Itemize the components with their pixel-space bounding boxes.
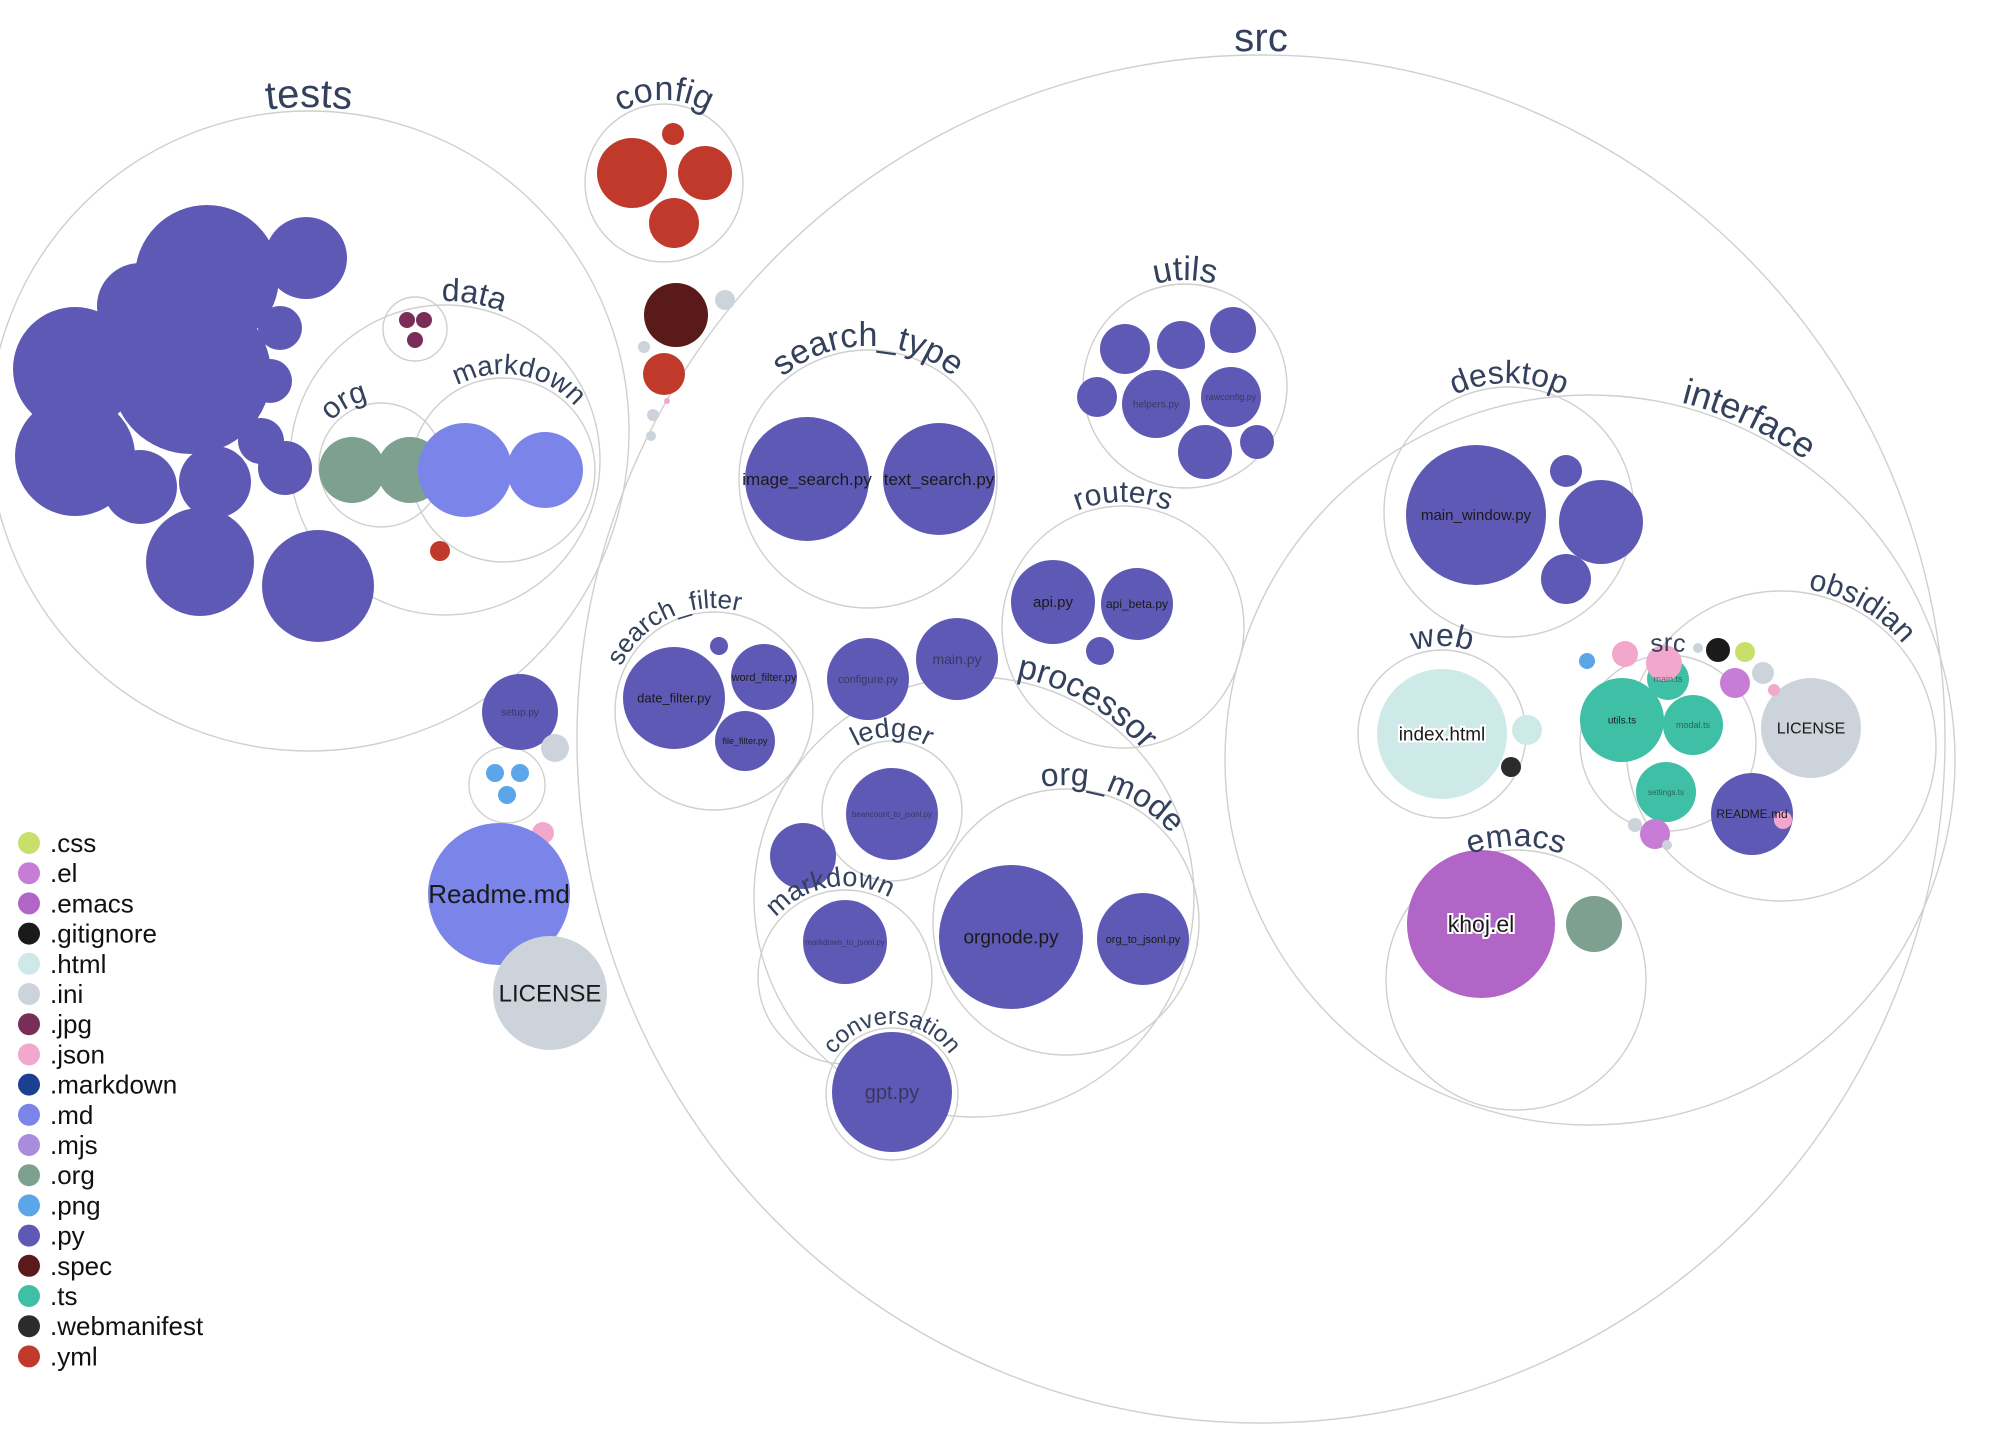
svg-text:markdown_to_jsonl.py: markdown_to_jsonl.py (805, 938, 885, 947)
svg-text:text_search.py: text_search.py (884, 470, 995, 489)
svg-text:modal.ts: modal.ts (1676, 720, 1711, 730)
svg-text:org_to_jsonl.py: org_to_jsonl.py (1106, 934, 1181, 946)
svg-text:README.md: README.md (1716, 807, 1787, 821)
svg-text:LICENSE: LICENSE (499, 980, 602, 1007)
svg-text:khoj.el: khoj.el (1448, 911, 1514, 937)
svg-text:.jpg: .jpg (50, 1009, 92, 1039)
svg-text:LICENSE: LICENSE (1777, 721, 1845, 738)
svg-text:.markdown: .markdown (50, 1070, 177, 1100)
svg-text:image_search.py: image_search.py (742, 470, 872, 489)
svg-text:main_window.py: main_window.py (1421, 507, 1532, 524)
svg-text:src: src (1233, 16, 1288, 60)
svg-text:Readme.md: Readme.md (428, 879, 570, 909)
svg-text:.mjs: .mjs (50, 1130, 98, 1160)
svg-text:configure.py: configure.py (838, 674, 898, 686)
svg-text:api_beta.py: api_beta.py (1106, 597, 1168, 611)
svg-text:.gitignore: .gitignore (50, 919, 157, 949)
svg-text:.md: .md (50, 1100, 93, 1130)
svg-text:utils.ts: utils.ts (1608, 716, 1636, 727)
svg-text:setup.py: setup.py (501, 708, 539, 719)
svg-text:src: src (1649, 629, 1687, 658)
svg-text:.json: .json (50, 1039, 105, 1069)
svg-text:utils: utils (1149, 250, 1221, 292)
svg-text:.png: .png (50, 1190, 101, 1220)
svg-text:.ts: .ts (50, 1281, 77, 1311)
svg-text:.py: .py (50, 1221, 85, 1251)
svg-text:rawconfig.py: rawconfig.py (1206, 392, 1257, 402)
svg-text:.webmanifest: .webmanifest (50, 1311, 204, 1341)
svg-text:orgnode.py: orgnode.py (963, 928, 1059, 949)
svg-text:.emacs: .emacs (50, 888, 134, 918)
svg-text:.html: .html (50, 949, 106, 979)
svg-text:.yml: .yml (50, 1341, 98, 1371)
svg-text:beancount_to_jsonl.py: beancount_to_jsonl.py (852, 810, 932, 819)
svg-text:.spec: .spec (50, 1251, 112, 1281)
svg-text:.ini: .ini (50, 979, 83, 1009)
svg-text:gpt.py: gpt.py (865, 1082, 919, 1104)
svg-text:file_filter.py: file_filter.py (722, 736, 768, 746)
svg-text:date_filter.py: date_filter.py (637, 691, 711, 706)
svg-text:api.py: api.py (1033, 594, 1074, 611)
svg-text:helpers.py: helpers.py (1133, 400, 1179, 411)
svg-text:.org: .org (50, 1160, 95, 1190)
svg-text:main.ts: main.ts (1653, 674, 1683, 684)
svg-text:main.py: main.py (932, 651, 981, 667)
svg-text:.css: .css (50, 828, 96, 858)
svg-text:index.html: index.html (1399, 725, 1486, 746)
svg-text:web: web (1406, 617, 1478, 657)
svg-text:.el: .el (50, 858, 77, 888)
svg-text:settings.ts: settings.ts (1648, 788, 1684, 797)
svg-text:word_filter.py: word_filter.py (731, 672, 797, 684)
